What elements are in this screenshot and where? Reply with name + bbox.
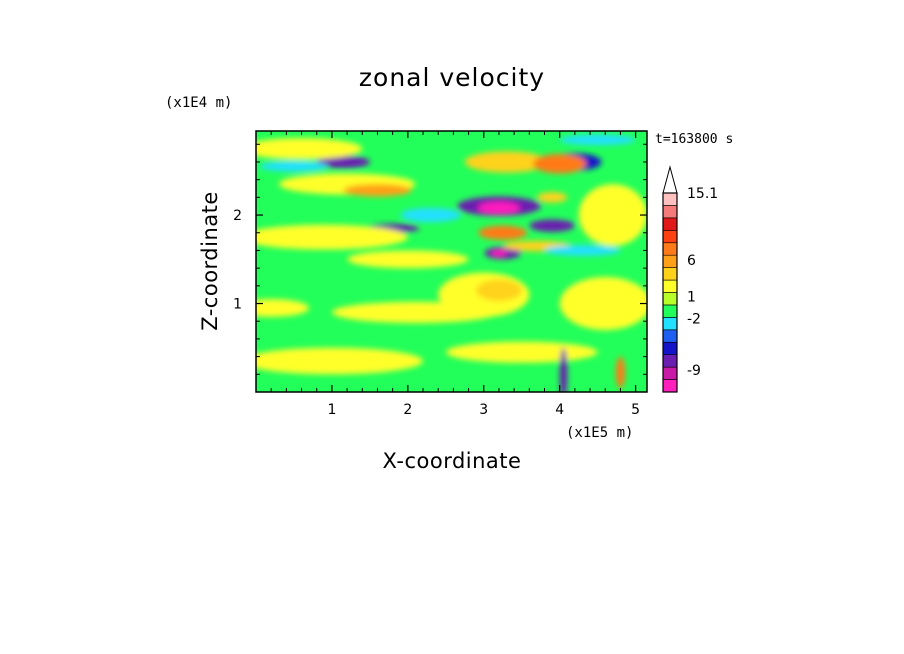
- colorbar-segment: [662, 230, 678, 244]
- colorbar-segment: [662, 267, 678, 281]
- contour-patch: [256, 224, 408, 250]
- y-tick-label: 1: [233, 297, 242, 313]
- x-tick-label: 5: [631, 402, 640, 418]
- colorbar-label: -2: [687, 312, 701, 328]
- colorbar-segment: [662, 304, 678, 318]
- colorbar-segment: [662, 366, 678, 380]
- colorbar-segment: [662, 192, 678, 206]
- colorbar-segment: [662, 317, 678, 331]
- colorbar-label: -9: [687, 363, 701, 379]
- colorbar-segment: [662, 341, 678, 355]
- contour-patch: [476, 279, 522, 301]
- contour-patch: [464, 151, 549, 173]
- x-tick-label: 1: [327, 402, 336, 418]
- contour-patch: [559, 134, 636, 146]
- y-tick-label: 2: [233, 208, 242, 224]
- contour-patch: [559, 276, 647, 331]
- x-axis-label: X-coordinate: [383, 449, 522, 473]
- contour-patch: [478, 225, 528, 240]
- colorbar-segment: [662, 292, 678, 306]
- colorbar-label: 15.1: [687, 186, 718, 202]
- contour-patch: [343, 184, 412, 197]
- contour-patch: [316, 155, 370, 169]
- contour-patch: [544, 245, 621, 256]
- contour-patch: [533, 154, 587, 174]
- x-unit-label: (x1E5 m): [566, 425, 633, 441]
- contour-patch: [445, 341, 598, 363]
- colorbar-segment: [662, 329, 678, 343]
- contour-patch: [331, 301, 499, 323]
- y-axis-label: Z-coordinate: [198, 191, 222, 331]
- plot-area: [256, 131, 647, 392]
- colorbar-segment: [662, 354, 678, 368]
- contour-patch: [529, 219, 575, 232]
- contour-patch: [559, 347, 568, 392]
- contour-patch: [259, 161, 329, 172]
- colorbar-segment: [662, 254, 678, 268]
- contour-patch: [477, 201, 521, 215]
- colorbar-segment: [662, 205, 678, 219]
- colorbar: 15.1 6 1 -2 -9: [662, 165, 718, 393]
- colorbar-frame: [662, 192, 678, 393]
- contour-patch: [536, 192, 568, 203]
- contour-patch: [578, 184, 647, 247]
- contour-patch: [256, 299, 310, 317]
- colorbar-segment: [662, 379, 678, 393]
- time-label: t=163800 s: [655, 132, 733, 147]
- x-tick-label: 3: [479, 402, 488, 418]
- x-tick-label: 2: [403, 402, 412, 418]
- colorbar-segment: [662, 279, 678, 293]
- contour-patch: [400, 207, 461, 223]
- colorbar-label: 6: [687, 253, 696, 269]
- contour-patch: [491, 249, 507, 257]
- colorbar-extend-arrow: [662, 165, 678, 194]
- colorbar-segment: [662, 242, 678, 256]
- contour-patch: [615, 356, 625, 389]
- chart-title: zonal velocity: [359, 63, 545, 92]
- contour-patch: [347, 250, 469, 269]
- y-unit-label: (x1E4 m): [165, 95, 232, 111]
- colorbar-label: 1: [687, 290, 696, 306]
- x-tick-label: 4: [555, 402, 564, 418]
- contour-patch: [256, 347, 424, 375]
- plot-frame: [255, 130, 648, 393]
- colorbar-segment: [662, 217, 678, 231]
- contour-patch: [256, 138, 363, 160]
